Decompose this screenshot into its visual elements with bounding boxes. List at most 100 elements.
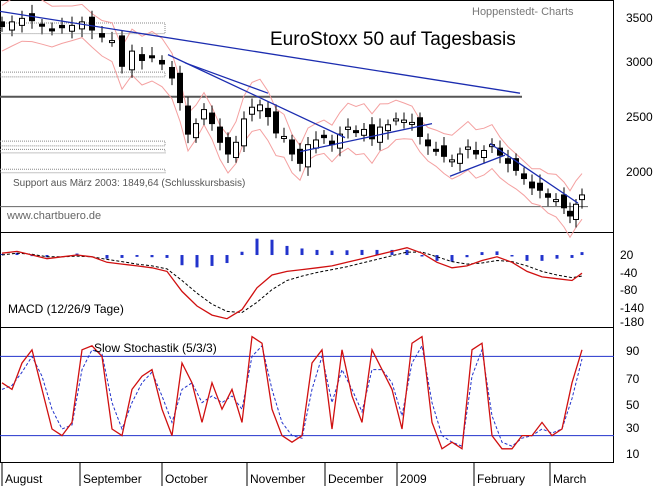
candle-body xyxy=(579,194,585,201)
month-label: September xyxy=(83,472,142,486)
candle-body xyxy=(473,149,479,155)
price-tick-label: 3500 xyxy=(626,11,653,25)
candle-body xyxy=(79,21,85,30)
candle-body xyxy=(69,24,75,32)
candle-body xyxy=(353,130,359,134)
candle-body xyxy=(201,109,207,120)
candle-body xyxy=(425,139,431,147)
macd-tick-label: 20 xyxy=(620,248,634,262)
candle-body xyxy=(553,199,559,203)
candle-body xyxy=(433,148,439,152)
candle-body xyxy=(481,149,487,159)
month-label: 2009 xyxy=(400,472,427,486)
candle-body xyxy=(313,139,319,149)
candle-body xyxy=(19,17,25,26)
candle-body xyxy=(257,104,263,112)
price-tick-label: 3000 xyxy=(626,55,653,69)
candle-body xyxy=(401,119,407,123)
candle-body xyxy=(545,193,551,198)
candle-body xyxy=(289,139,295,155)
candle-body xyxy=(505,158,511,164)
candle-body xyxy=(217,126,223,143)
macd-tick-label: -180 xyxy=(620,315,644,329)
month-label: March xyxy=(553,472,586,486)
candle-body xyxy=(537,182,543,191)
support-band xyxy=(0,71,166,78)
candle-body xyxy=(513,158,519,171)
price-tick-label: 2000 xyxy=(626,165,653,179)
candle-body xyxy=(297,148,303,164)
candle-body xyxy=(385,124,391,132)
macd-y-axis: 20 -40 -80 -140 -180 xyxy=(620,248,644,329)
candle-body xyxy=(49,28,55,32)
candle-body xyxy=(241,118,247,147)
candle-body xyxy=(39,23,45,27)
stoch-tick-label: 90 xyxy=(626,344,640,358)
candle-body xyxy=(573,203,579,220)
candle-body xyxy=(169,66,175,79)
stoch-tick-label: 70 xyxy=(626,372,640,386)
bollinger-lower xyxy=(1,37,583,239)
macd-signal-line xyxy=(1,251,583,314)
macd-tick-label: -80 xyxy=(620,283,638,297)
candle-body xyxy=(149,55,155,59)
stoch-tick-label: 10 xyxy=(626,447,640,461)
month-label: February xyxy=(477,472,525,486)
candle-body xyxy=(99,33,105,38)
candle-body xyxy=(109,40,115,44)
candle-body xyxy=(369,124,375,140)
candle-body xyxy=(209,112,215,125)
support-band xyxy=(0,148,166,154)
candle-body xyxy=(273,111,279,134)
source-label: Hoppenstedt- Charts xyxy=(472,6,574,18)
candle-body xyxy=(159,59,165,65)
candle-body xyxy=(393,118,399,122)
stochastic-panel xyxy=(0,335,614,450)
candle-body xyxy=(249,106,255,115)
candle-body xyxy=(225,137,231,155)
trendline xyxy=(489,142,579,204)
candle-body xyxy=(193,123,199,139)
x-axis: August September October November December 20… xyxy=(1,462,586,486)
macd-panel xyxy=(0,238,584,320)
candle-body xyxy=(361,128,367,136)
candle-body xyxy=(449,159,455,163)
candle-body xyxy=(457,153,463,164)
price-y-axis: 3500 3000 2500 2000 xyxy=(626,11,653,179)
candle-body xyxy=(9,21,15,31)
stochastic-k-line xyxy=(1,335,583,450)
month-label: October xyxy=(165,472,208,486)
candle-body xyxy=(233,141,239,159)
macd-label: MACD (12/26/9 Tage) xyxy=(8,302,124,316)
stoch-tick-label: 50 xyxy=(626,398,640,412)
candle-body xyxy=(529,181,535,189)
support-band xyxy=(0,168,166,174)
macd-tick-label: -140 xyxy=(620,301,644,315)
stochastic-label: Slow Stochastik (5/3/3) xyxy=(94,341,217,355)
month-label: December xyxy=(328,472,383,486)
month-label: November xyxy=(250,472,305,486)
candle-body xyxy=(321,134,327,139)
price-panel xyxy=(0,0,588,239)
candle-body xyxy=(305,144,311,168)
candle-body xyxy=(89,16,95,31)
candle-body xyxy=(345,126,351,130)
candle-body xyxy=(177,72,183,104)
candle-body xyxy=(129,50,135,71)
support-band xyxy=(0,140,166,147)
candle-body xyxy=(265,107,271,118)
candle-body xyxy=(561,194,567,209)
bollinger-upper xyxy=(1,0,583,192)
candle-body xyxy=(567,210,573,217)
watermark: www.chartbuero.de xyxy=(6,210,101,222)
month-label: August xyxy=(5,472,43,486)
candle-body xyxy=(441,145,447,157)
trendline xyxy=(299,122,433,153)
macd-line xyxy=(1,247,583,320)
trendline xyxy=(449,154,506,177)
price-tick-label: 2500 xyxy=(626,110,653,124)
stoch-tick-label: 30 xyxy=(626,421,640,435)
candle-body xyxy=(139,54,145,61)
